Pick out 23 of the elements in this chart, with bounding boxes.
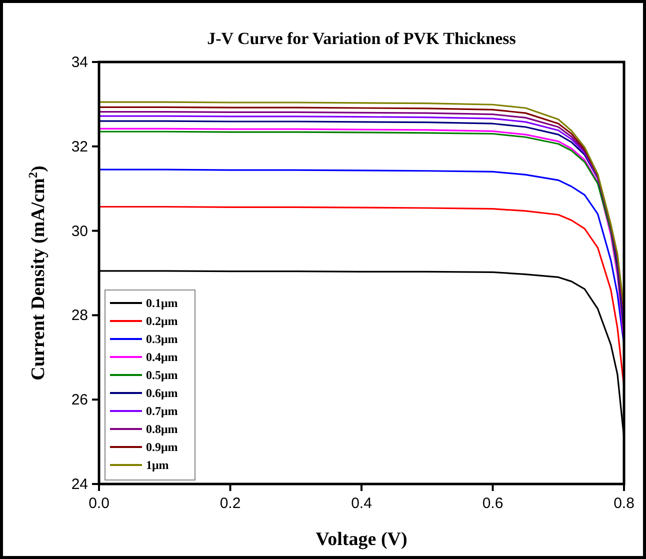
y-tick-label: 32 [71, 138, 88, 156]
legend-label: 0.7μm [146, 404, 178, 418]
y-tick-label: 34 [71, 54, 88, 71]
legend-label: 0.4μm [146, 350, 178, 364]
chart-title: J-V Curve for Variation of PVK Thickness [207, 29, 516, 48]
legend-label: 0.1μm [146, 296, 178, 310]
legend-label: 0.2μm [146, 314, 178, 328]
legend-label: 1μm [146, 458, 169, 472]
legend-label: 0.6μm [146, 386, 178, 400]
y-tick-label: 30 [71, 222, 88, 240]
y-tick-label: 28 [71, 307, 88, 324]
x-tick-label: 0.8 [614, 495, 634, 512]
legend-label: 0.8μm [146, 422, 178, 436]
x-tick-label: 0.2 [220, 495, 241, 512]
y-tick-label: 26 [71, 392, 88, 409]
x-axis-title: Voltage (V) [316, 529, 408, 550]
x-tick-label: 0.0 [88, 495, 110, 512]
y-tick-label: 24 [71, 476, 88, 493]
x-tick-label: 0.4 [351, 495, 372, 512]
legend-label: 0.9μm [146, 440, 178, 454]
x-tick-label: 0.6 [482, 495, 504, 512]
legend-label: 0.5μm [146, 368, 178, 382]
legend-label: 0.3μm [146, 332, 178, 346]
